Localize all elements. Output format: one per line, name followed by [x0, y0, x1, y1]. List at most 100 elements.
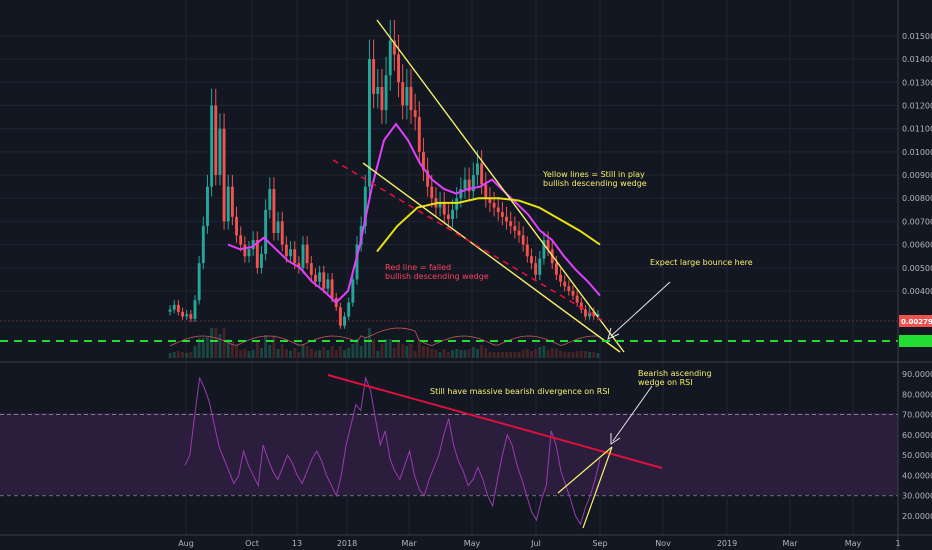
yellow-upper-wedge-line	[376, 19, 625, 353]
candle-body	[230, 186, 234, 217]
rsi-tick-label: 70.0000	[902, 411, 932, 420]
volume-bar	[351, 344, 355, 358]
candle-body	[293, 249, 297, 264]
volume-bar	[530, 351, 533, 358]
candle-body	[372, 59, 376, 94]
rsi-tick-label: 30.0000	[902, 492, 932, 501]
price-tick-label: 0.005000	[902, 264, 932, 273]
red-line-note-1: Red line = failed	[385, 263, 451, 272]
volume-bar	[255, 342, 259, 358]
rsi-wedge-line-upper	[582, 446, 613, 529]
volume-bar	[239, 350, 243, 358]
candle-body	[314, 274, 317, 282]
time-tick-label: Jul	[530, 539, 541, 548]
volume-bar	[247, 351, 251, 358]
rsi-wedge-line-lower	[557, 446, 613, 494]
candle-body	[513, 226, 517, 231]
volume-bar	[218, 334, 222, 358]
candle-body	[575, 295, 579, 303]
volume-bar	[567, 352, 571, 358]
candle-body	[463, 179, 467, 189]
candle-body	[405, 86, 409, 106]
volume-bar	[405, 346, 409, 358]
volume-bar	[272, 335, 276, 358]
candle-body	[289, 249, 292, 257]
volume-bar	[513, 352, 517, 358]
candle-body	[530, 256, 533, 264]
moving-averages	[227, 122, 601, 304]
candle-body	[584, 309, 587, 317]
volume-bar	[509, 352, 513, 358]
volume-bar	[384, 339, 388, 358]
volume-bar	[359, 346, 363, 358]
candle-body	[438, 202, 442, 208]
bounce-arrow	[610, 281, 671, 337]
price-tick-label: 0.011000	[902, 125, 932, 134]
volume-bar	[243, 349, 247, 358]
volume-bar	[584, 351, 587, 358]
time-tick-label: Aug	[178, 539, 194, 548]
candle-body	[276, 221, 280, 234]
volume-bar	[430, 349, 434, 358]
price-tick-label: 0.013000	[902, 78, 932, 87]
volume-bar	[438, 352, 442, 358]
volume-bar	[492, 352, 496, 358]
volume-bar	[571, 352, 575, 358]
volume-bar	[579, 351, 583, 358]
volume-bar	[392, 348, 396, 358]
volume-bar	[210, 328, 214, 358]
candle-body	[363, 186, 367, 227]
rsi-wedge-note-1: Bearish ascending	[638, 369, 712, 378]
candle-body	[384, 75, 388, 111]
price-tick-label: 0.007000	[902, 217, 932, 226]
candle-body	[567, 286, 571, 291]
yellow-lines-note-2: bullish descending wedge	[543, 179, 647, 188]
volume-bar	[355, 339, 359, 358]
candle-body	[301, 244, 305, 268]
candle-body	[476, 163, 479, 176]
volume-bar	[276, 349, 280, 358]
rsi-axis: 90.0000 80.0000 70.0000 60.0000 50.0000 40.00…	[902, 370, 932, 521]
candle-body	[235, 216, 238, 236]
candle-body	[430, 186, 434, 199]
volume-bar	[434, 350, 438, 358]
candle-body	[509, 221, 513, 227]
rsi-tick-label: 40.0000	[902, 471, 932, 480]
candle-body	[309, 263, 313, 275]
volume-bar	[467, 349, 471, 358]
candle-body	[571, 290, 575, 296]
candle-body	[480, 163, 484, 185]
time-tick-label: May	[845, 539, 862, 548]
candle-body	[176, 304, 180, 312]
volume-bar	[525, 349, 529, 358]
candle-body	[218, 128, 222, 176]
bounce-note: Expect large bounce here	[650, 258, 753, 267]
volume-ma-line	[169, 327, 598, 347]
red-line-note-2: bullish descending wedge	[385, 272, 489, 281]
volume-bar	[397, 342, 400, 358]
ma-long-line	[376, 197, 601, 253]
volume-bar	[264, 335, 268, 358]
candle-body	[201, 226, 205, 264]
volume-bar	[471, 347, 475, 358]
candle-body	[521, 235, 525, 245]
volume-bar	[181, 352, 184, 358]
candle-body	[181, 311, 184, 317]
volume-bar	[334, 350, 338, 358]
volume-bar	[500, 352, 504, 358]
volume-bar	[172, 352, 176, 358]
candle-body	[318, 272, 322, 282]
volume-bar	[559, 351, 562, 358]
candle-body	[264, 209, 268, 254]
volume-bar	[413, 351, 417, 358]
volume-bar	[206, 337, 209, 358]
candle-body	[467, 179, 471, 192]
candle-body	[505, 216, 508, 222]
volume-bar	[422, 346, 425, 358]
rsi-wedge-arrow-head	[610, 433, 621, 445]
volume-bar	[476, 349, 479, 358]
candle-body	[422, 151, 425, 171]
candles	[168, 19, 600, 329]
candle-body	[380, 86, 384, 111]
